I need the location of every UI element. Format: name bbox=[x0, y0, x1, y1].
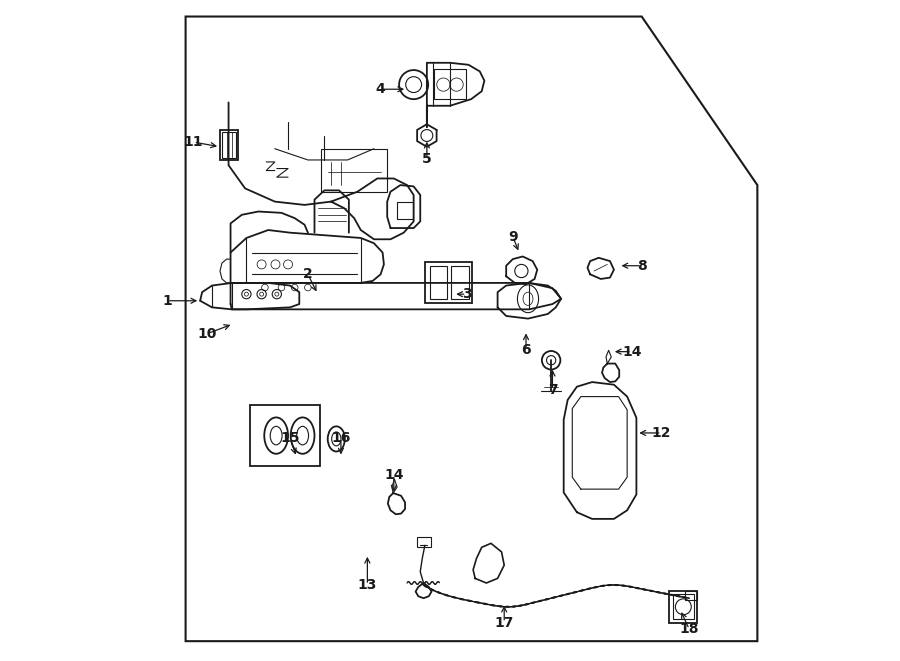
Text: 3: 3 bbox=[462, 287, 472, 301]
Bar bbox=[397, 202, 413, 219]
Bar bbox=[250, 405, 320, 466]
Text: 10: 10 bbox=[197, 327, 216, 341]
Bar bbox=[685, 591, 697, 600]
Text: 6: 6 bbox=[521, 343, 531, 358]
Text: 7: 7 bbox=[547, 383, 557, 397]
Bar bbox=[673, 594, 694, 619]
Text: 9: 9 bbox=[508, 229, 518, 244]
Bar bbox=[222, 132, 237, 158]
Bar bbox=[451, 266, 469, 299]
Bar bbox=[670, 591, 698, 623]
Text: 11: 11 bbox=[184, 135, 203, 149]
Bar bbox=[425, 262, 472, 303]
Text: 1: 1 bbox=[162, 293, 172, 308]
Bar bbox=[434, 69, 466, 99]
Text: 16: 16 bbox=[331, 430, 351, 445]
Text: 17: 17 bbox=[494, 615, 514, 630]
Text: 13: 13 bbox=[357, 578, 377, 592]
Text: 18: 18 bbox=[680, 622, 699, 637]
Bar bbox=[220, 130, 238, 160]
Text: 15: 15 bbox=[280, 430, 300, 445]
Text: 5: 5 bbox=[422, 151, 432, 166]
Text: 12: 12 bbox=[652, 426, 671, 440]
Bar bbox=[321, 149, 387, 192]
Text: 8: 8 bbox=[637, 258, 646, 273]
Bar bbox=[417, 537, 431, 547]
Text: 4: 4 bbox=[375, 82, 385, 97]
Bar bbox=[430, 266, 447, 299]
Text: 14: 14 bbox=[622, 344, 642, 359]
Text: 14: 14 bbox=[384, 467, 403, 482]
Text: 2: 2 bbox=[303, 267, 313, 282]
